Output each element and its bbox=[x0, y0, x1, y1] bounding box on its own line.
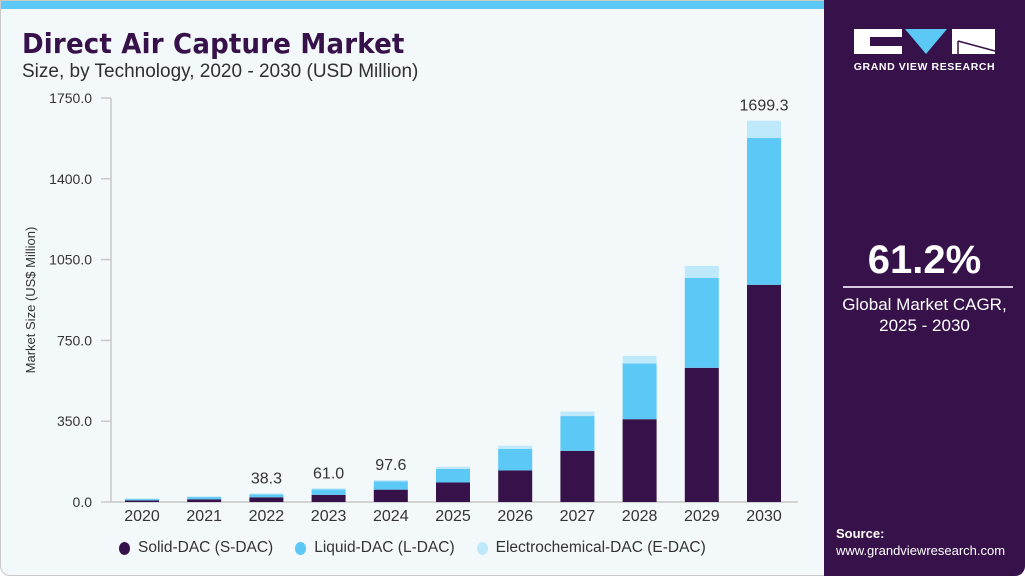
bar-segment-liquid-dac-2020 bbox=[125, 499, 159, 501]
legend: Solid-DAC (S-DAC) Liquid-DAC (L-DAC) Ele… bbox=[119, 539, 706, 557]
bar-segment-electrochemical-dac-2021 bbox=[187, 496, 222, 498]
bar-segment-liquid-dac-2028 bbox=[622, 363, 657, 420]
x-tick-label: 2025 bbox=[435, 508, 471, 525]
bar-segment-electrochemical-dac-2022 bbox=[249, 493, 284, 495]
chart-title: Direct Air Capture Market bbox=[22, 27, 405, 60]
brand-name: GRAND VIEW RESEARCH bbox=[853, 61, 996, 73]
axes: 0.0 350.0 750.0 1050.0 1400.0 1750.0 Market Si… bbox=[23, 90, 798, 510]
cagr-label-line2: 2025 - 2030 bbox=[879, 316, 970, 335]
bar-segment-liquid-dac-2024 bbox=[373, 481, 408, 490]
legend-item-electrochemical-dac: Electrochemical-DAC (E-DAC) bbox=[476, 539, 706, 557]
y-tick-label: 350.0 bbox=[57, 413, 92, 429]
bar-segment-electrochemical-dac-2027 bbox=[560, 411, 595, 417]
bar-segment-liquid-dac-2026 bbox=[498, 448, 533, 471]
x-tick-label: 2027 bbox=[560, 508, 596, 525]
side-panel: GRAND VIEW RESEARCH 61.2% Global Market … bbox=[824, 0, 1025, 576]
cagr-label: Global Market CAGR, 2025 - 2030 bbox=[824, 294, 1025, 336]
x-tick-label: 2029 bbox=[684, 508, 720, 525]
bar-segment-liquid-dac-2022 bbox=[249, 494, 284, 498]
x-tick-label: 2028 bbox=[622, 508, 658, 525]
data-label-2024: 97.6 bbox=[375, 457, 406, 474]
cagr-label-line1: Global Market CAGR, bbox=[842, 295, 1007, 314]
bar-segment-liquid-dac-2025 bbox=[436, 469, 470, 483]
bars bbox=[125, 120, 781, 502]
data-label-2030: 1699.3 bbox=[740, 98, 789, 115]
y-axis-title: Market Size (US$ Million) bbox=[23, 227, 38, 374]
x-tick-label: 2024 bbox=[373, 508, 409, 525]
bar-segment-solid-dac-2029 bbox=[684, 367, 719, 502]
bar-segment-solid-dac-2021 bbox=[187, 499, 222, 502]
bar-segment-liquid-dac-2030 bbox=[747, 138, 781, 285]
grand-view-research-logo-icon bbox=[854, 29, 996, 54]
x-tick-label: 2022 bbox=[249, 508, 285, 525]
divider bbox=[843, 286, 1013, 288]
data-label-2022: 38.3 bbox=[251, 470, 282, 487]
bar-segment-electrochemical-dac-2030 bbox=[747, 120, 781, 139]
bar-segment-electrochemical-dac-2024 bbox=[373, 480, 408, 482]
y-tick-label: 1050.0 bbox=[49, 252, 92, 268]
legend-item-liquid-dac: Liquid-DAC (L-DAC) bbox=[295, 539, 455, 557]
bar-segment-electrochemical-dac-2029 bbox=[684, 265, 719, 278]
bar-segment-liquid-dac-2021 bbox=[187, 497, 222, 500]
source-link[interactable]: www.grandviewresearch.com bbox=[836, 543, 1006, 558]
bar-segment-liquid-dac-2023 bbox=[311, 489, 346, 495]
x-tick-label: 2020 bbox=[124, 508, 160, 525]
bar-segment-electrochemical-dac-2028 bbox=[622, 355, 657, 364]
x-tick-label: 2030 bbox=[746, 508, 782, 525]
legend-item-solid-dac: Solid-DAC (S-DAC) bbox=[119, 539, 273, 557]
bar-segment-solid-dac-2025 bbox=[436, 482, 470, 502]
legend-swatch-solid-dac bbox=[119, 541, 130, 555]
bar-segment-liquid-dac-2029 bbox=[684, 277, 719, 368]
y-tick-label: 1400.0 bbox=[49, 171, 92, 187]
bar-segment-solid-dac-2023 bbox=[311, 494, 346, 502]
bar-segment-solid-dac-2022 bbox=[249, 497, 284, 502]
x-tick-label: 2021 bbox=[186, 508, 222, 525]
legend-label: Liquid-DAC (L-DAC) bbox=[314, 539, 455, 556]
source-label: Source: bbox=[836, 526, 885, 541]
bar-segment-solid-dac-2026 bbox=[498, 470, 533, 502]
legend-swatch-liquid-dac bbox=[295, 541, 307, 555]
stacked-bar-chart: 0.0 350.0 750.0 1050.0 1400.0 1750.0 Market Si… bbox=[23, 90, 798, 525]
bar-segment-electrochemical-dac-2026 bbox=[498, 445, 533, 449]
bar-segment-solid-dac-2020 bbox=[125, 500, 159, 502]
bar-segment-solid-dac-2028 bbox=[622, 419, 657, 502]
bar-segment-electrochemical-dac-2023 bbox=[311, 488, 346, 490]
bar-segment-solid-dac-2030 bbox=[747, 284, 781, 502]
chart-subtitle: Size, by Technology, 2020 - 2030 (USD Mi… bbox=[22, 61, 419, 82]
data-label-2023: 61.0 bbox=[313, 465, 344, 482]
bar-segment-electrochemical-dac-2025 bbox=[436, 466, 470, 470]
labels: 2020 2021 2022 2023 2024 2025 2026 2027 2028 2029… bbox=[124, 98, 788, 525]
legend-label: Electrochemical-DAC (E-DAC) bbox=[495, 539, 706, 556]
y-tick-label: 750.0 bbox=[57, 332, 92, 348]
bar-segment-solid-dac-2024 bbox=[373, 489, 408, 502]
legend-label: Solid-DAC (S-DAC) bbox=[138, 539, 274, 556]
bar-segment-solid-dac-2027 bbox=[560, 450, 595, 502]
legend-swatch-electrochemical-dac bbox=[476, 541, 488, 555]
bar-segment-electrochemical-dac-2020 bbox=[125, 498, 159, 500]
bar-segment-liquid-dac-2027 bbox=[560, 416, 595, 451]
x-tick-label: 2023 bbox=[311, 508, 347, 525]
cagr-value: 61.2% bbox=[867, 238, 982, 282]
top-accent-bar bbox=[1, 1, 825, 9]
y-tick-label: 0.0 bbox=[73, 494, 93, 510]
y-tick-label: 1750.0 bbox=[49, 90, 92, 106]
x-tick-label: 2026 bbox=[497, 508, 533, 525]
